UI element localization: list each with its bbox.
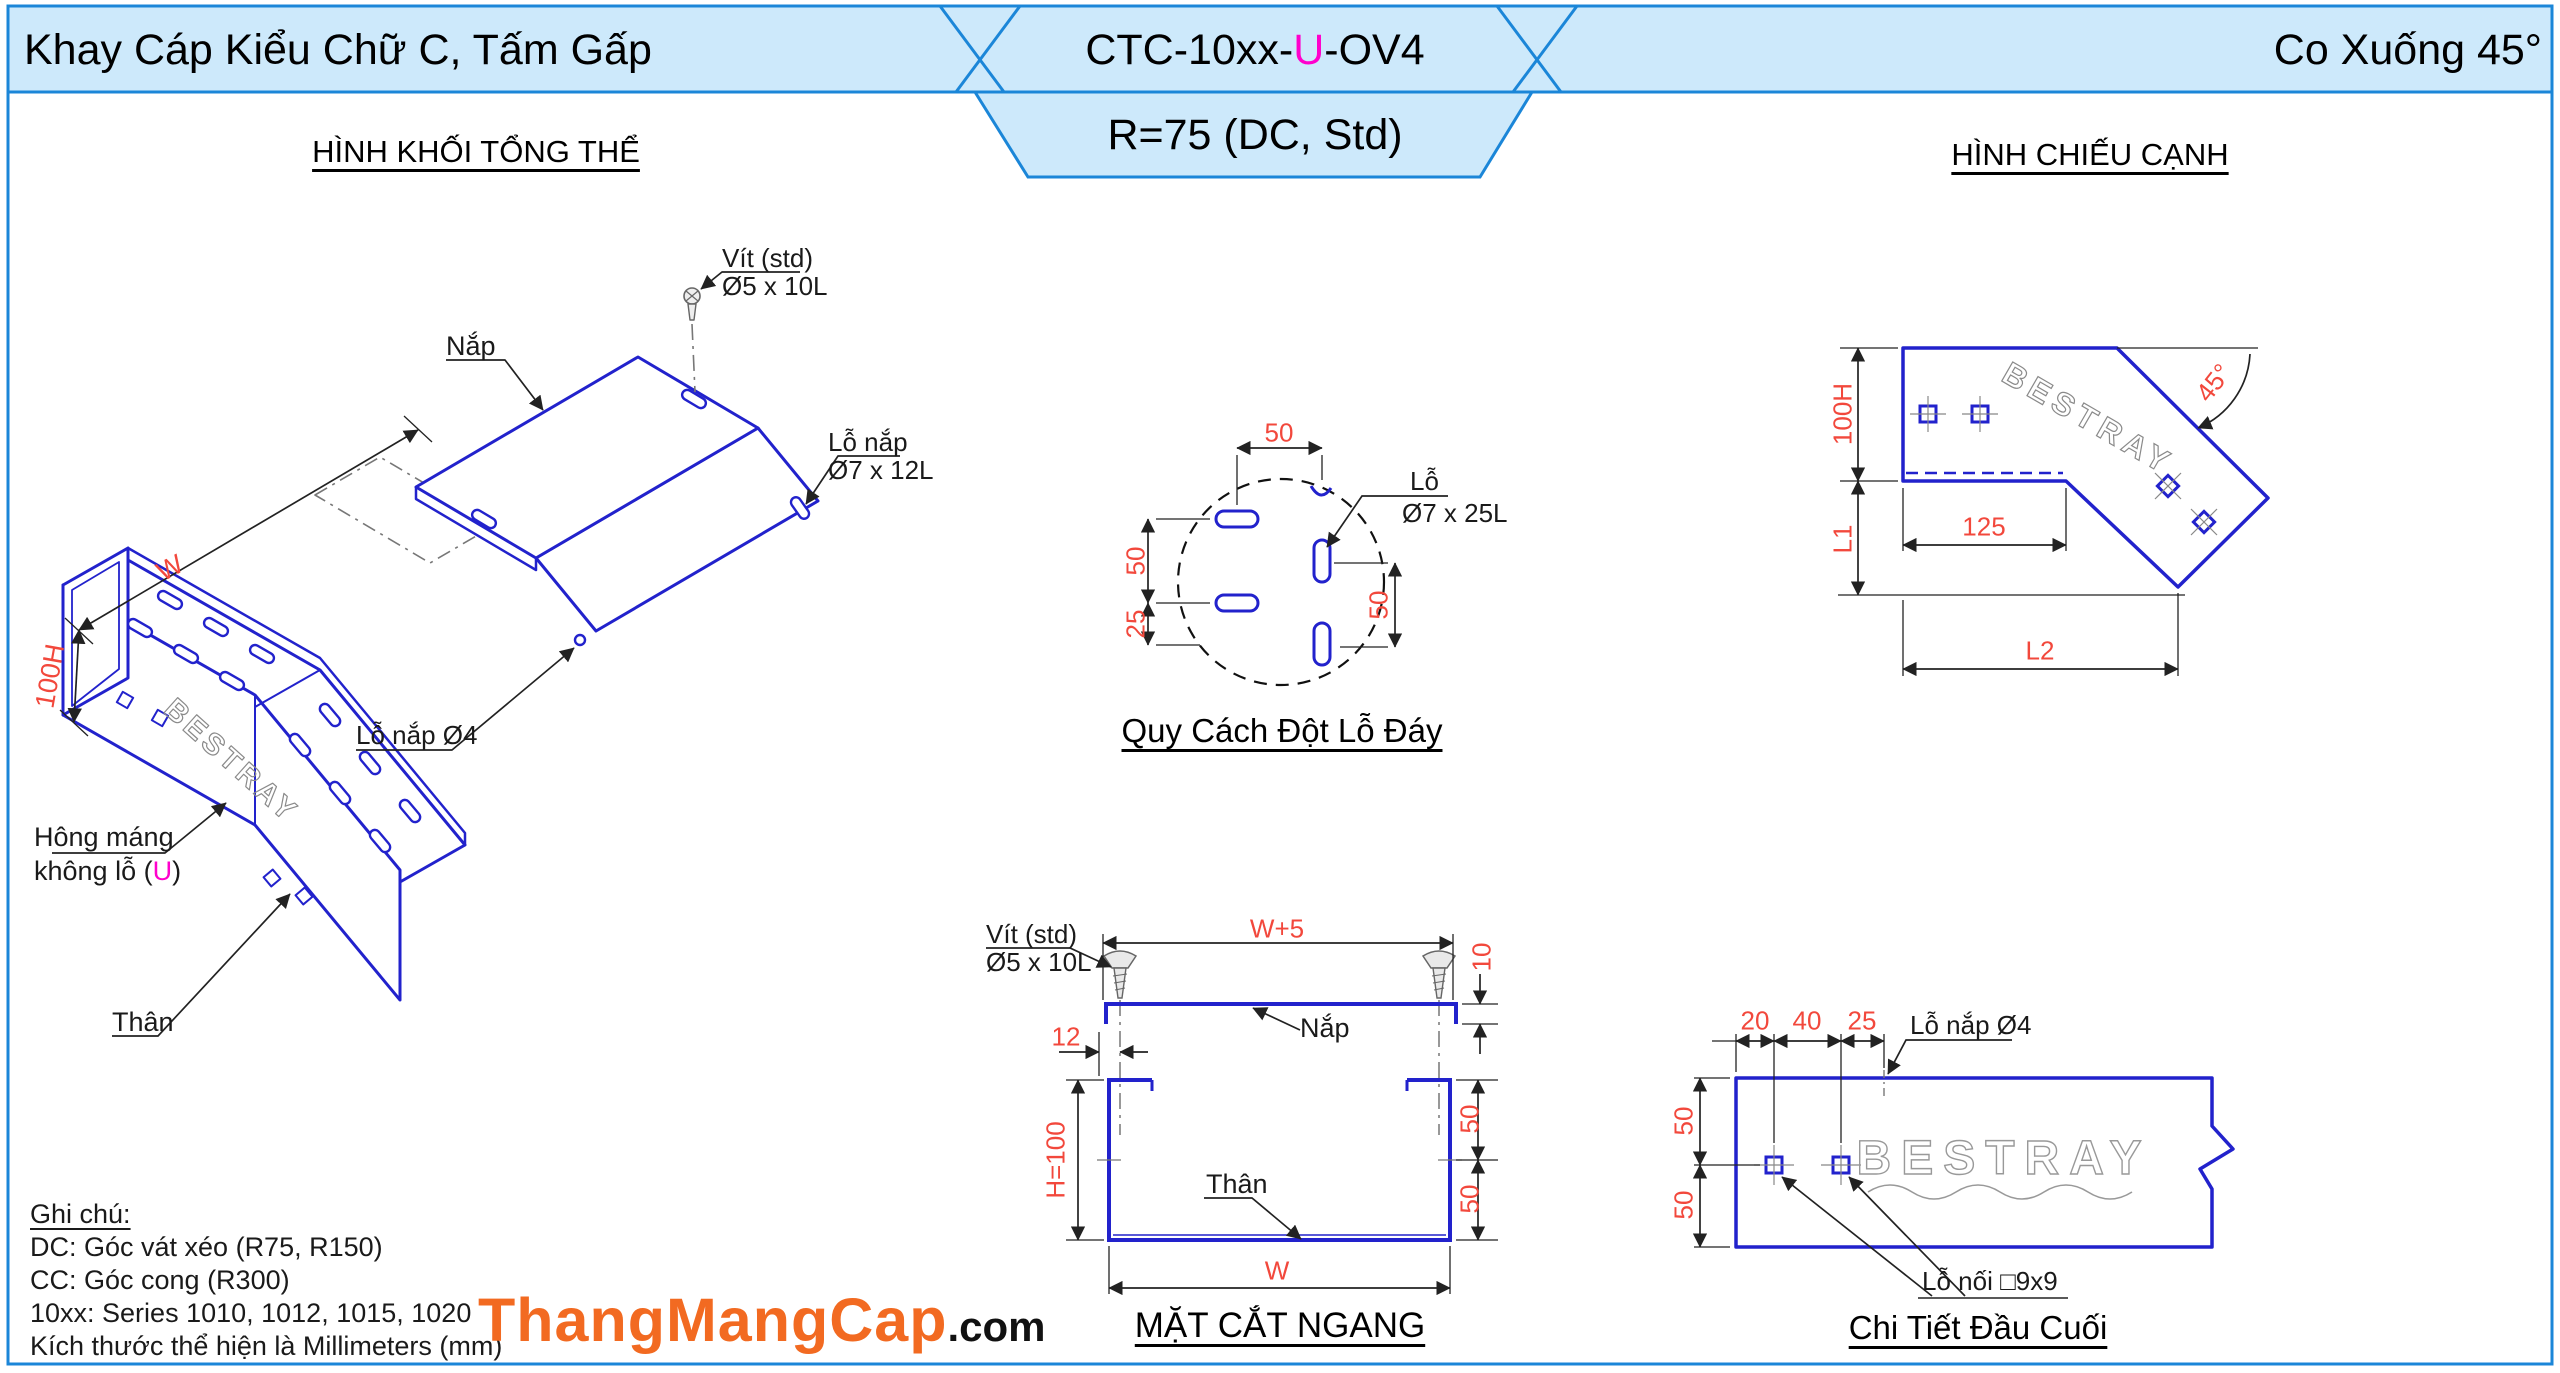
- brand-logo-dot: .: [947, 1303, 960, 1350]
- iso-cover-label: Nắp: [446, 331, 496, 361]
- section-title-overall: HÌNH KHỐI TỔNG THỂ: [312, 134, 640, 169]
- bestray-watermark-end: BESTRAY: [1857, 1132, 2152, 1185]
- radius-spec: R=75 (DC, Std): [1107, 111, 1403, 159]
- cross-dim-h100: H=100: [1040, 1121, 1071, 1199]
- part-code: CTC-10xx-U-OV4: [990, 26, 1520, 74]
- section-title-punch: Quy Cách Đột Lỗ Đáy: [1121, 712, 1443, 749]
- note-line: Kích thước thể hiện là Millimeters (mm): [30, 1331, 503, 1361]
- screw-icon-iso: [683, 287, 701, 321]
- iso-cover-hole-label: Lỗ nắp Ø7 x 12L: [828, 428, 934, 484]
- cross-dim-50b: 50: [1454, 1184, 1485, 1214]
- iso-side-wall-line1: Hông máng: [34, 822, 174, 852]
- section-title-side: HÌNH CHIẾU CẠNH: [1951, 137, 2229, 172]
- note-line: CC: Góc cong (R300): [30, 1265, 290, 1295]
- side-dim-100h: 100H: [1827, 382, 1858, 446]
- end-hole4-label: Lỗ nắp Ø4: [1910, 1010, 2032, 1040]
- end-dim-40: 40: [1792, 1005, 1822, 1036]
- cross-section-drawing: [986, 934, 1498, 1296]
- punch-dim-left-upper: 50: [1120, 546, 1151, 576]
- iso-screw-size: Ø5 x 10L: [722, 271, 828, 301]
- punch-hole-label: Lỗ: [1410, 466, 1439, 496]
- end-dim-50b: 50: [1668, 1190, 1699, 1220]
- part-code-variant: U: [1293, 26, 1325, 74]
- brand-logo-tld: com: [959, 1303, 1046, 1350]
- iso-cover-hole-size: Ø7 x 12L: [828, 455, 934, 485]
- side-dim-125: 125: [1962, 511, 2006, 542]
- cross-dim-w5: W+5: [1249, 913, 1305, 944]
- note-line: DC: Góc vát xéo (R75, R150): [30, 1232, 383, 1262]
- end-dim-25: 25: [1847, 1005, 1877, 1036]
- punch-detail-drawing: [1140, 440, 1448, 687]
- part-code-suffix: -OV4: [1324, 26, 1425, 74]
- title-band: [6, 4, 2554, 179]
- cross-screw-name: Vít (std): [986, 919, 1078, 949]
- punch-dim-left-lower: 25: [1120, 609, 1151, 639]
- brand-logo: ThangMangCap.com: [478, 1288, 1046, 1352]
- part-code-prefix: CTC-10xx-: [1085, 26, 1294, 74]
- side-dim-l2: L2: [2025, 635, 2055, 666]
- cross-cover-label: Nắp: [1300, 1013, 1350, 1043]
- end-dim-50a: 50: [1668, 1106, 1699, 1136]
- fitting-title: Co Xuống 45°: [2273, 26, 2542, 74]
- end-detail-drawing: BESTRAY: [1692, 1033, 2235, 1299]
- punch-hole-size: Ø7 x 25L: [1402, 498, 1508, 528]
- iso-cover-hole-name: Lỗ nắp: [828, 427, 908, 457]
- side-dim-l1: L1: [1827, 524, 1858, 554]
- iso-side-wall-label: Hông máng không lỗ (U): [34, 820, 181, 888]
- iso-screw-label: Vít (std) Ø5 x 10L: [722, 244, 828, 300]
- page-title: Khay Cáp Kiểu Chữ C, Tấm Gấp: [24, 26, 652, 74]
- note-line: 10xx: Series 1010, 1012, 1015, 1020: [30, 1298, 472, 1328]
- notes-block: Ghi chú: DC: Góc vát xéo (R75, R150) CC:…: [30, 1198, 502, 1363]
- section-title-end: Chi Tiết Đầu Cuối: [1848, 1309, 2108, 1346]
- punch-dim-top: 50: [1264, 417, 1294, 448]
- cross-dim-12: 12: [1051, 1021, 1081, 1052]
- iso-cover-hole4-label: Lỗ nắp Ø4: [356, 720, 478, 750]
- end-joint-hole-label: Lỗ nối □9x9: [1922, 1266, 2058, 1296]
- cross-dim-50a: 50: [1454, 1104, 1485, 1134]
- cross-screw-size: Ø5 x 10L: [986, 947, 1092, 977]
- end-dim-20: 20: [1740, 1005, 1770, 1036]
- side-view-drawing: BESTRAY: [1838, 346, 2270, 677]
- cross-dim-w: W: [1264, 1255, 1290, 1286]
- iso-view-drawing: BESTRAY: [52, 271, 900, 1037]
- cross-screw-label: Vít (std) Ø5 x 10L: [986, 920, 1092, 976]
- brand-logo-name: ThangMangCap: [478, 1286, 948, 1354]
- cross-body-label: Thân: [1206, 1169, 1268, 1199]
- iso-side-wall-line2: không lỗ (U): [34, 856, 182, 886]
- iso-screw-name: Vít (std): [722, 243, 814, 273]
- cross-dim-10: 10: [1466, 942, 1497, 972]
- iso-body-label: Thân: [112, 1007, 174, 1037]
- section-title-cross: MẶT CẮT NGANG: [1134, 1306, 1426, 1345]
- punch-dim-right: 50: [1363, 590, 1394, 620]
- notes-title: Ghi chú:: [30, 1199, 131, 1229]
